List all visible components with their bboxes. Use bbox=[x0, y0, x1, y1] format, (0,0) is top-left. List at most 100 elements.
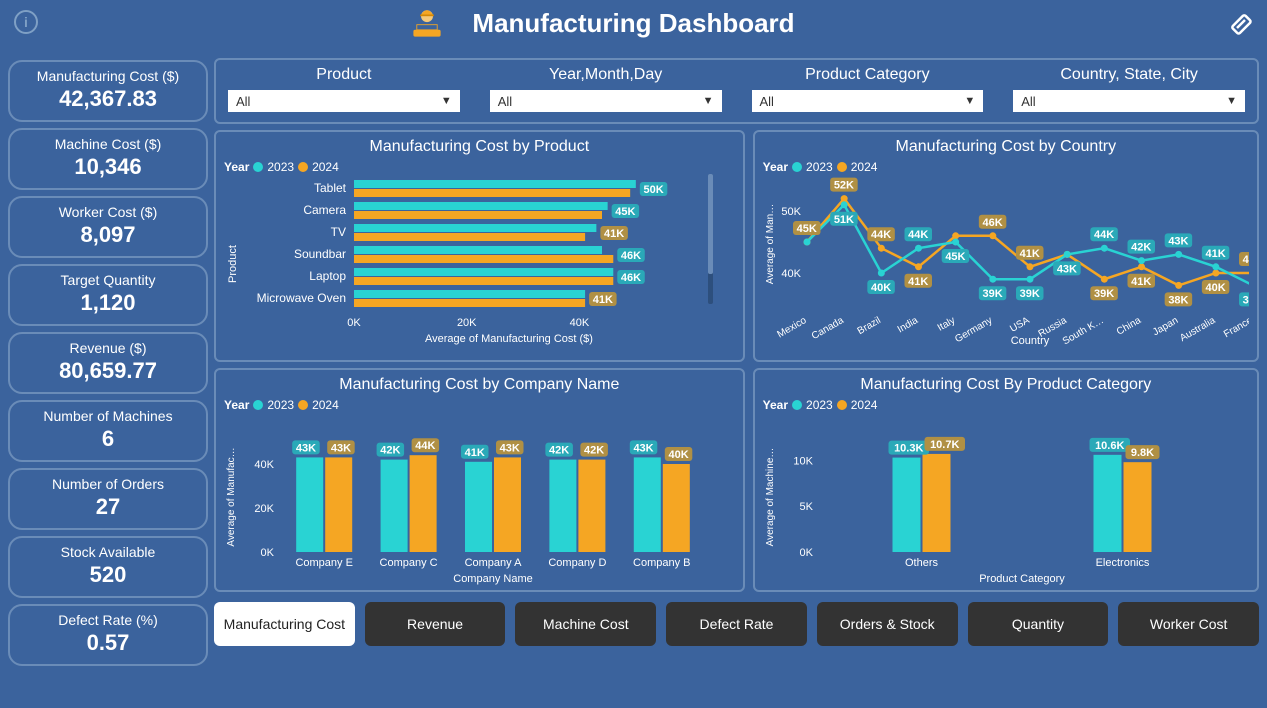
kpi-label: Worker Cost ($) bbox=[14, 204, 202, 220]
kpi-card: Revenue ($) 80,659.77 bbox=[8, 332, 208, 394]
kpi-value: 520 bbox=[14, 562, 202, 588]
svg-text:44K: 44K bbox=[1094, 229, 1114, 241]
svg-text:0K: 0K bbox=[799, 547, 813, 559]
svg-text:Product Category: Product Category bbox=[979, 573, 1065, 585]
svg-text:Japan: Japan bbox=[1151, 315, 1180, 338]
svg-text:41K: 41K bbox=[1131, 276, 1151, 288]
kpi-label: Stock Available bbox=[14, 544, 202, 560]
chart-legend: Year 2023 2024 bbox=[763, 160, 1249, 174]
svg-text:41K: 41K bbox=[593, 294, 613, 306]
svg-text:20K: 20K bbox=[254, 503, 274, 515]
svg-text:Germany: Germany bbox=[953, 315, 994, 345]
chart-legend: Year 2023 2024 bbox=[763, 398, 1249, 412]
svg-text:South K…: South K… bbox=[1061, 315, 1106, 347]
svg-text:China: China bbox=[1115, 315, 1144, 338]
svg-text:46K: 46K bbox=[982, 217, 1002, 229]
svg-text:Company E: Company E bbox=[295, 557, 352, 569]
kpi-card: Stock Available 520 bbox=[8, 536, 208, 598]
filter-select[interactable]: All ▼ bbox=[228, 90, 460, 112]
svg-text:0K: 0K bbox=[261, 547, 275, 559]
svg-text:51K: 51K bbox=[833, 214, 853, 226]
chart-product: Manufacturing Cost by Product Year 2023 … bbox=[214, 130, 745, 362]
chart-title: Manufacturing Cost by Product bbox=[224, 138, 735, 156]
filter-select[interactable]: All ▼ bbox=[752, 90, 984, 112]
svg-text:Average of Manufac…: Average of Manufac… bbox=[226, 447, 237, 546]
svg-text:41K: 41K bbox=[908, 276, 928, 288]
svg-text:45K: 45K bbox=[796, 223, 816, 235]
chevron-down-icon: ▼ bbox=[441, 95, 452, 107]
kpi-card: Number of Machines 6 bbox=[8, 400, 208, 462]
svg-text:43K: 43K bbox=[296, 442, 316, 454]
chart-country: Manufacturing Cost by Country Year 2023 … bbox=[753, 130, 1259, 362]
filter-label: Country, State, City bbox=[1013, 66, 1245, 84]
svg-text:Soundbar: Soundbar bbox=[294, 247, 346, 261]
svg-text:46K: 46K bbox=[621, 250, 641, 262]
svg-text:Average of Manufacturing Cost: Average of Manufacturing Cost ($) bbox=[425, 333, 593, 345]
svg-text:TV: TV bbox=[331, 225, 346, 239]
info-icon[interactable]: i bbox=[14, 10, 38, 34]
svg-text:40K: 40K bbox=[668, 449, 688, 461]
svg-text:Company C: Company C bbox=[380, 557, 438, 569]
svg-text:10K: 10K bbox=[793, 455, 813, 467]
chart-legend: Year 2023 2024 bbox=[224, 160, 735, 174]
svg-text:42K: 42K bbox=[584, 445, 604, 457]
svg-text:Average of Machine…: Average of Machine… bbox=[765, 448, 776, 547]
svg-text:Product: Product bbox=[227, 245, 239, 283]
svg-text:Company D: Company D bbox=[548, 557, 606, 569]
eraser-icon[interactable] bbox=[1227, 10, 1253, 36]
svg-text:52K: 52K bbox=[833, 180, 853, 192]
worker-icon bbox=[410, 6, 444, 40]
chart-category: Manufacturing Cost By Product Category Y… bbox=[753, 368, 1259, 592]
svg-text:Italy: Italy bbox=[935, 315, 956, 334]
nav-tabs: Manufacturing CostRevenueMachine CostDef… bbox=[214, 602, 1259, 646]
svg-text:10.6K: 10.6K bbox=[1095, 440, 1124, 452]
svg-text:40K: 40K bbox=[1242, 254, 1249, 266]
svg-text:39K: 39K bbox=[1019, 288, 1039, 300]
svg-text:Electronics: Electronics bbox=[1095, 557, 1149, 569]
svg-text:Company Name: Company Name bbox=[453, 573, 532, 585]
tab-defect-rate[interactable]: Defect Rate bbox=[666, 602, 807, 646]
kpi-card: Target Quantity 1,120 bbox=[8, 264, 208, 326]
tab-quantity[interactable]: Quantity bbox=[968, 602, 1109, 646]
svg-text:40K: 40K bbox=[871, 282, 891, 294]
filter-select[interactable]: All ▼ bbox=[1013, 90, 1245, 112]
svg-text:42K: 42K bbox=[380, 445, 400, 457]
tab-machine-cost[interactable]: Machine Cost bbox=[515, 602, 656, 646]
svg-text:42K: 42K bbox=[549, 445, 569, 457]
svg-text:Canada: Canada bbox=[809, 315, 845, 342]
svg-text:41K: 41K bbox=[604, 228, 624, 240]
kpi-value: 10,346 bbox=[14, 154, 202, 180]
kpi-value: 6 bbox=[14, 426, 202, 452]
svg-text:Company B: Company B bbox=[633, 557, 690, 569]
svg-text:44K: 44K bbox=[415, 440, 435, 452]
kpi-value: 8,097 bbox=[14, 222, 202, 248]
page-title: Manufacturing Dashboard bbox=[472, 8, 794, 39]
kpi-card: Worker Cost ($) 8,097 bbox=[8, 196, 208, 258]
tab-manufacturing-cost[interactable]: Manufacturing Cost bbox=[214, 602, 355, 646]
kpi-value: 0.57 bbox=[14, 630, 202, 656]
svg-text:43K: 43K bbox=[331, 442, 351, 454]
kpi-label: Number of Orders bbox=[14, 476, 202, 492]
tab-worker-cost[interactable]: Worker Cost bbox=[1118, 602, 1259, 646]
filters-panel: Product All ▼ Year,Month,Day All ▼ Produ… bbox=[214, 58, 1259, 124]
header: i Manufacturing Dashboard bbox=[0, 0, 1267, 46]
filter-value: All bbox=[498, 94, 512, 109]
kpi-card: Manufacturing Cost ($) 42,367.83 bbox=[8, 60, 208, 122]
svg-text:45K: 45K bbox=[945, 251, 965, 263]
tab-revenue[interactable]: Revenue bbox=[365, 602, 506, 646]
chevron-down-icon: ▼ bbox=[964, 95, 975, 107]
svg-text:41K: 41K bbox=[1205, 248, 1225, 260]
svg-text:Country: Country bbox=[1010, 335, 1049, 347]
svg-text:0K: 0K bbox=[347, 317, 361, 329]
filter-select[interactable]: All ▼ bbox=[490, 90, 722, 112]
kpi-label: Revenue ($) bbox=[14, 340, 202, 356]
svg-text:41K: 41K bbox=[465, 447, 485, 459]
chevron-down-icon: ▼ bbox=[1226, 95, 1237, 107]
svg-text:40K: 40K bbox=[1205, 282, 1225, 294]
filter-label: Product bbox=[228, 66, 460, 84]
svg-text:45K: 45K bbox=[615, 206, 635, 218]
svg-text:42K: 42K bbox=[1131, 242, 1151, 254]
svg-text:40K: 40K bbox=[254, 459, 274, 471]
tab-orders-stock[interactable]: Orders & Stock bbox=[817, 602, 958, 646]
svg-text:10.3K: 10.3K bbox=[894, 443, 923, 455]
